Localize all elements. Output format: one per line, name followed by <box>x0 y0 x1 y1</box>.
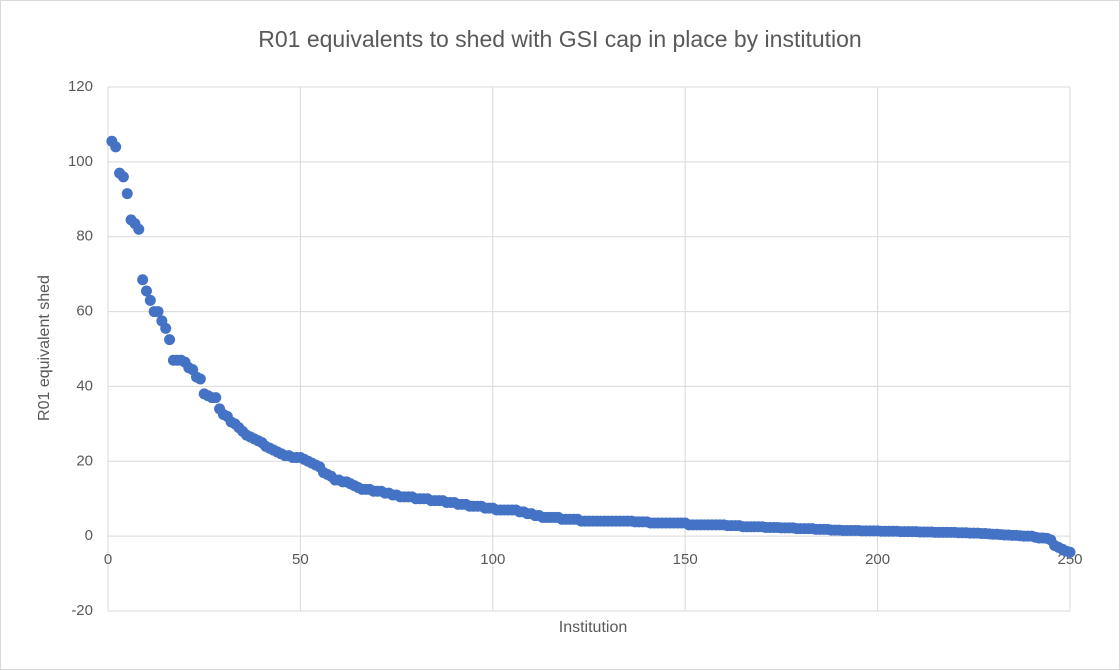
point <box>1064 546 1076 558</box>
y-tick-label: 120 <box>68 78 93 95</box>
x-axis-label: Institution <box>559 619 627 636</box>
point <box>117 171 129 183</box>
point <box>152 306 164 318</box>
point <box>121 188 133 200</box>
x-tick-label: 200 <box>865 551 890 568</box>
y-tick-label: 60 <box>76 303 93 320</box>
x-tick-label: 50 <box>292 551 309 568</box>
y-tick-label: 0 <box>85 527 93 544</box>
y-tick-label: 20 <box>76 452 93 469</box>
y-tick-label: 100 <box>68 153 93 170</box>
y-tick-label: -20 <box>71 602 93 619</box>
point <box>210 392 222 404</box>
point <box>160 322 172 334</box>
y-tick-label: 80 <box>76 228 93 245</box>
chart-title: R01 equivalents to shed with GSI cap in … <box>258 26 861 52</box>
point <box>194 373 206 385</box>
point <box>140 285 152 297</box>
point <box>110 141 122 153</box>
x-tick-label: 0 <box>104 551 112 568</box>
point <box>144 294 156 306</box>
point <box>137 274 149 286</box>
x-tick-label: 150 <box>673 551 698 568</box>
y-axis-label: R01 equivalent shed <box>36 275 53 421</box>
y-tick-label: 40 <box>76 377 93 394</box>
point <box>133 223 145 235</box>
point <box>164 334 176 346</box>
x-tick-label: 100 <box>480 551 505 568</box>
